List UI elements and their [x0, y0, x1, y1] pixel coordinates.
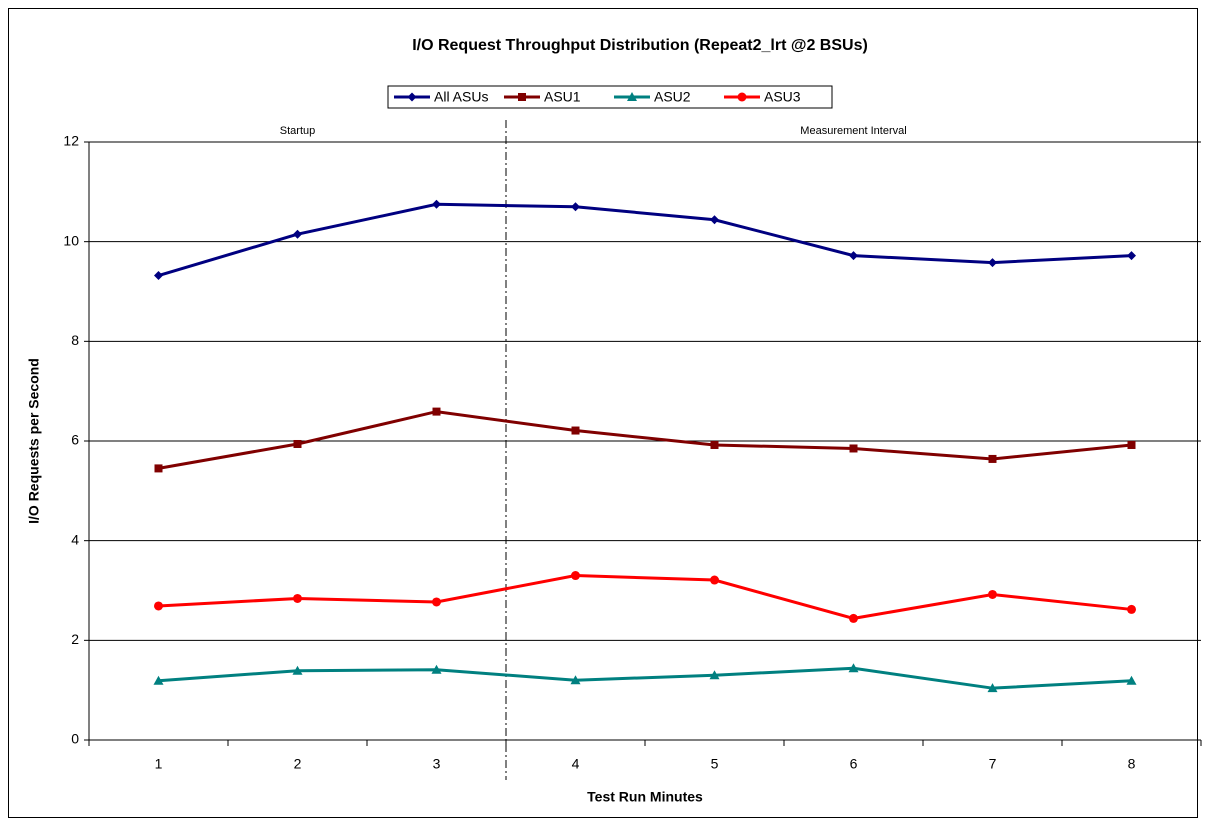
marker: [627, 92, 637, 101]
marker: [571, 571, 580, 581]
marker: [154, 464, 163, 473]
chart-frame: [8, 8, 1198, 818]
marker: [154, 271, 163, 281]
y-tick-label: 12: [63, 133, 79, 149]
x-tick-label: 4: [572, 756, 580, 772]
annotation: Measurement Interval: [800, 125, 906, 137]
marker: [293, 439, 302, 448]
y-tick-label: 4: [71, 531, 79, 547]
marker: [849, 251, 858, 261]
marker: [432, 199, 441, 209]
y-tick-label: 0: [71, 731, 79, 747]
legend-box: [387, 85, 833, 109]
annotation: Startup: [280, 125, 315, 137]
marker: [1126, 675, 1137, 685]
y-axis-title: I/O Requests per Second: [26, 358, 42, 524]
chart-title: I/O Request Throughput Distribution (Rep…: [412, 37, 868, 54]
marker: [571, 202, 580, 212]
marker: [407, 92, 417, 102]
y-tick-label: 2: [71, 631, 79, 647]
y-tick-label: 6: [71, 432, 79, 448]
x-tick-label: 7: [989, 756, 997, 772]
legend-label: ASU1: [544, 89, 581, 105]
marker: [710, 575, 719, 585]
x-tick-label: 6: [850, 756, 858, 772]
marker: [1127, 440, 1136, 449]
y-tick-label: 10: [63, 232, 79, 248]
marker: [988, 589, 997, 599]
marker: [710, 215, 719, 225]
x-tick-label: 1: [155, 756, 163, 772]
x-axis-title: Test Run Minutes: [587, 789, 703, 805]
legend-label: ASU3: [764, 89, 801, 105]
marker: [710, 440, 719, 449]
marker: [154, 601, 163, 611]
marker: [293, 229, 302, 239]
marker: [988, 454, 997, 463]
x-tick-label: 8: [1128, 756, 1136, 772]
series-line: [158, 574, 1132, 620]
marker: [571, 426, 580, 435]
marker: [1127, 604, 1136, 614]
x-tick-label: 2: [294, 756, 302, 772]
marker: [849, 613, 858, 623]
marker: [849, 444, 858, 453]
y-tick-label: 8: [71, 332, 79, 348]
x-tick-label: 5: [711, 756, 719, 772]
marker: [570, 675, 581, 685]
marker: [432, 597, 441, 607]
marker: [293, 593, 302, 603]
legend: All ASUs ASU1 ASU2 ASU3: [387, 85, 833, 109]
marker: [848, 663, 859, 673]
marker: [518, 93, 526, 101]
x-tick-label: 3: [433, 756, 441, 772]
series-line: [158, 202, 1132, 277]
marker: [737, 92, 747, 102]
legend-label: All ASUs: [434, 89, 488, 105]
series-line: [158, 666, 1132, 690]
marker: [153, 675, 164, 685]
marker: [988, 258, 997, 268]
marker: [292, 665, 303, 675]
legend-label: ASU2: [654, 89, 691, 105]
marker: [431, 664, 442, 674]
marker: [709, 670, 720, 680]
marker: [1127, 251, 1136, 261]
marker: [432, 407, 441, 416]
series-line: [158, 410, 1132, 470]
marker: [987, 683, 998, 693]
